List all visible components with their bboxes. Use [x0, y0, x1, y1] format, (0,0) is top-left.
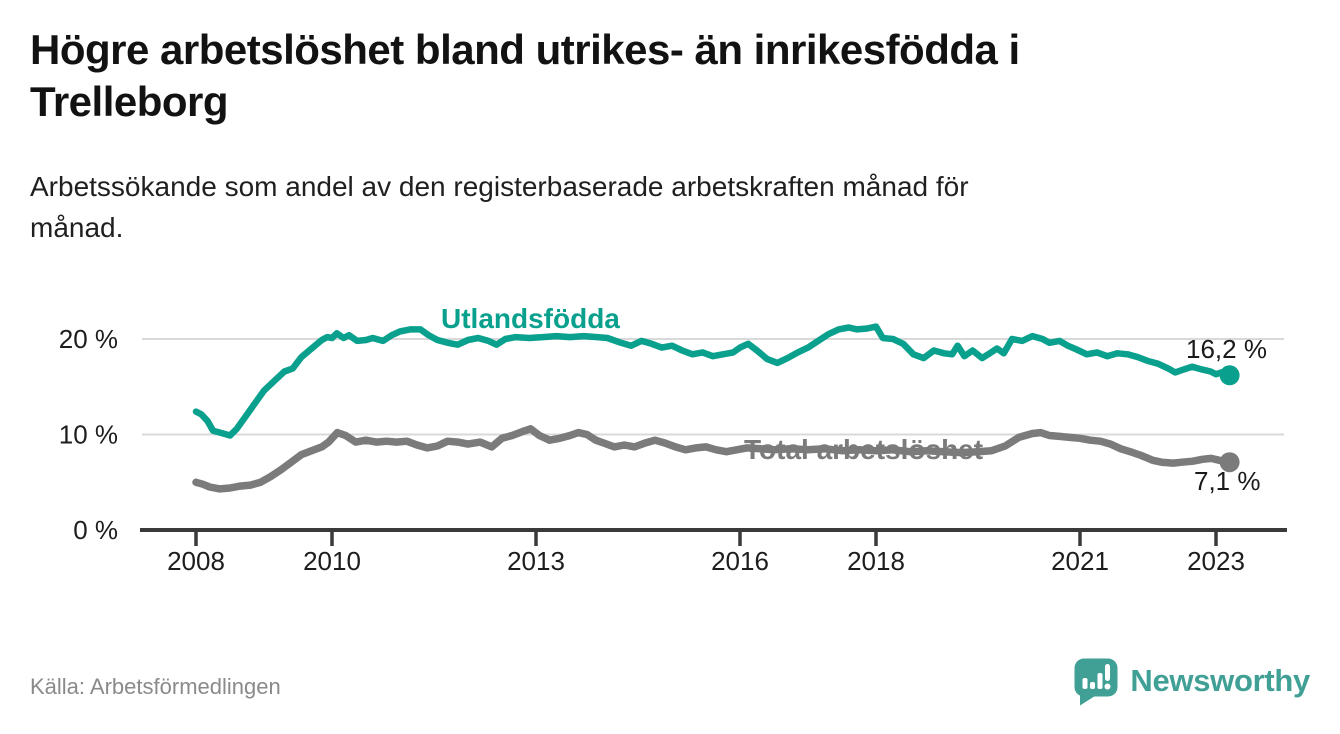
page-subtitle: Arbetssökande som andel av den registerb… — [30, 166, 1310, 248]
x-tick-label-2018: 2018 — [847, 546, 905, 576]
x-tick-label-2010: 2010 — [303, 546, 361, 576]
newsworthy-bar-chart-bubble-icon — [1074, 658, 1118, 706]
page-title-line-1: Högre arbetslöshet bland utrikes- än inr… — [30, 26, 1020, 73]
series-label-total-arbetsloshet: Total arbetslöshet — [744, 434, 984, 465]
x-tick-label-2016: 2016 — [711, 546, 769, 576]
source-attribution: Källa: Arbetsförmedlingen — [30, 674, 281, 699]
newsworthy-logo-text: Newsworthy — [1130, 663, 1310, 698]
newsworthy-logo: Newsworthy — [1072, 656, 1310, 706]
utlandsfodda-line — [192, 323, 1233, 439]
x-tick-label-2013: 2013 — [507, 546, 565, 576]
x-tick-label-2008: 2008 — [167, 546, 225, 576]
chart-series-lines — [192, 323, 1240, 493]
chart-x-axis: 2008 2010 2013 2016 2018 2021 2023 — [167, 530, 1245, 576]
bar-chart-glyph — [1082, 664, 1111, 690]
chart-gridlines — [140, 338, 1287, 532]
page-title: Högre arbetslöshet bland utrikes- än inr… — [30, 24, 1310, 128]
y-tick-label-20: 20 % — [59, 324, 118, 354]
page-subtitle-line-2: månad. — [30, 212, 124, 243]
chart-y-axis-labels: 0 % 10 % 20 % — [59, 324, 118, 545]
end-value-label-utlandsfodda: 16,2 % — [1186, 334, 1267, 364]
x-tick-label-2023: 2023 — [1187, 546, 1245, 576]
x-tick-label-2021: 2021 — [1051, 546, 1109, 576]
page-title-line-2: Trelleborg — [30, 78, 229, 125]
end-value-label-total: 7,1 % — [1194, 466, 1261, 496]
y-tick-label-10: 10 % — [59, 420, 118, 450]
y-tick-label-0: 0 % — [73, 515, 118, 545]
total-arbetsloshet-line — [192, 425, 1234, 493]
total-arbetsloshet-line-end-dot — [1219, 452, 1240, 473]
utlandsfodda-line-end-dot — [1219, 365, 1240, 386]
speech-bubble-shape — [1074, 658, 1118, 706]
page-subtitle-line-1: Arbetssökande som andel av den registerb… — [30, 171, 969, 202]
series-label-utlandsfodda: Utlandsfödda — [441, 303, 620, 334]
